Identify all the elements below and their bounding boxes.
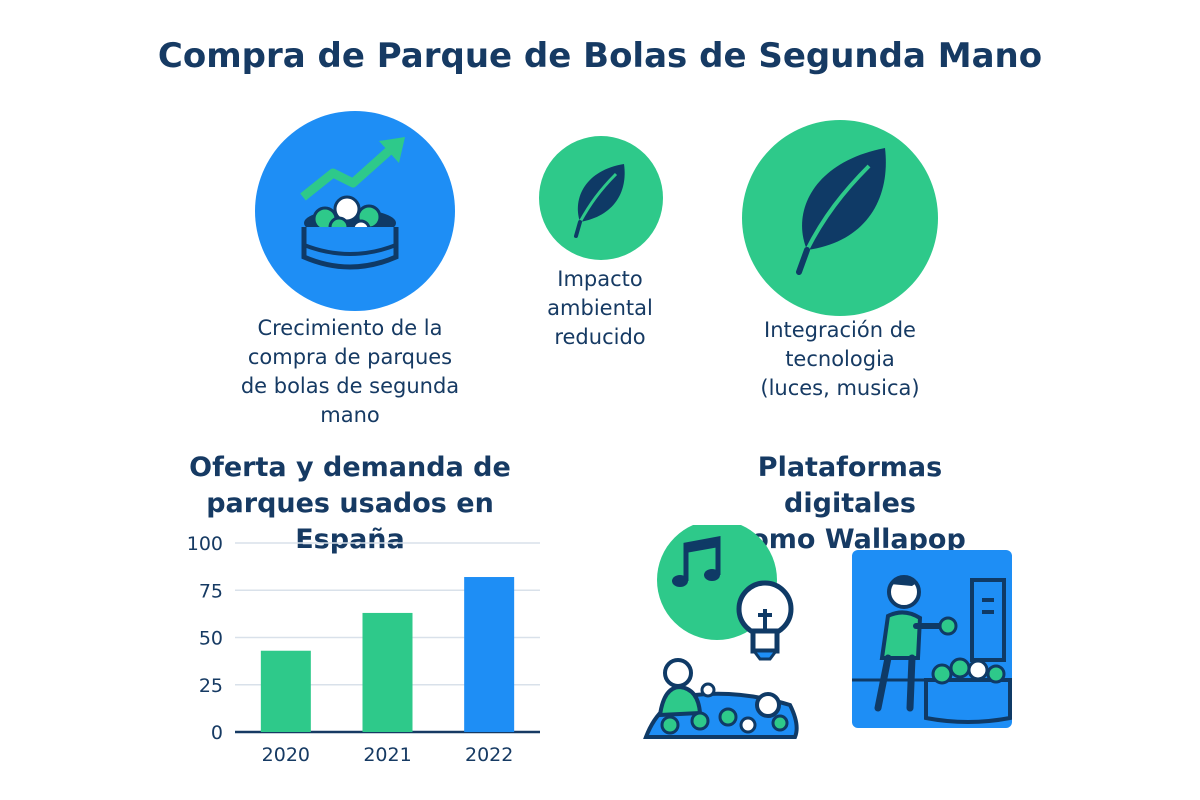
y-tick-label: 75 [199,580,223,602]
kids-icon [643,658,799,739]
child-playing-card [852,550,1012,728]
bar-2021 [362,612,413,732]
bar-2022 [464,577,515,732]
y-tick-label: 25 [199,675,223,697]
lightbulb-icon [736,580,794,661]
x-tick-label: 2022 [465,744,513,766]
leaf-icon [796,148,886,275]
x-tick-label: 2021 [363,744,411,766]
kids-ball-pit-illustration [643,525,799,739]
y-tick-label: 0 [211,722,223,744]
y-tick-label: 50 [199,628,223,650]
feature-label-eco: Impacto ambiental reducido [547,267,653,349]
platforms-title: Plataformas digitales como Wallapop [734,452,966,555]
page-title: Compra de Parque de Bolas de Segunda Man… [157,36,1043,76]
bar-chart: 0 25 50 75 100 2020 2021 2022 [187,533,540,766]
x-tick-label: 2020 [262,744,310,766]
feature-label-growth: Crecimiento de la compra de parques de b… [240,316,460,427]
leaf-icon [574,164,625,238]
feature-label-tech: Integración de tecnologia (luces, musica… [760,318,920,400]
bar-2020 [260,650,311,732]
y-tick-label: 100 [187,533,223,555]
ball-pit-growth-icon [300,137,405,270]
chart-title: Oferta y demanda de parques usados en Es… [189,452,511,555]
music-note-icon [672,535,721,587]
